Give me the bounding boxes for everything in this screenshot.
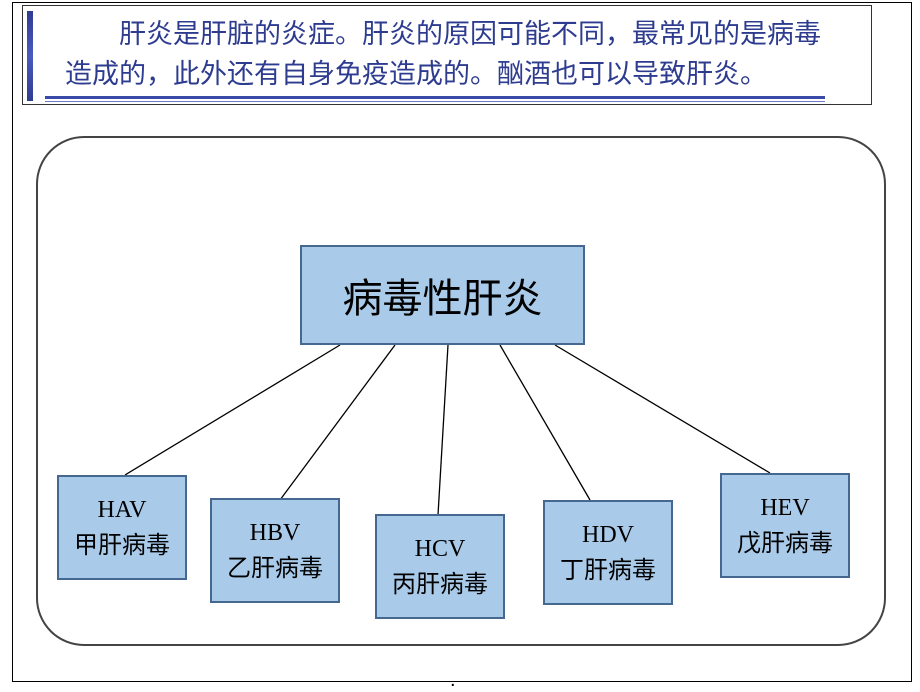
header-accent-bar bbox=[27, 11, 33, 101]
leaf-node-hcv: HCV丙肝病毒 bbox=[375, 514, 505, 619]
header-line-1: 肝炎是肝脏的炎症。肝炎的原因可能不同，最常见的是病毒 bbox=[65, 19, 821, 49]
header-box: 肝炎是肝脏的炎症。肝炎的原因可能不同，最常见的是病毒 造成的，此外还有自身免疫造… bbox=[22, 5, 872, 105]
leaf-code: HBV bbox=[250, 515, 301, 551]
header-underline bbox=[45, 96, 825, 102]
header-text: 肝炎是肝脏的炎症。肝炎的原因可能不同，最常见的是病毒 造成的，此外还有自身免疫造… bbox=[65, 14, 865, 94]
root-node: 病毒性肝炎 bbox=[300, 245, 585, 345]
leaf-node-hdv: HDV丁肝病毒 bbox=[543, 500, 673, 605]
leaf-cn: 乙肝病毒 bbox=[227, 551, 323, 587]
leaf-node-hev: HEV戊肝病毒 bbox=[720, 473, 850, 578]
leaf-node-hav: HAV甲肝病毒 bbox=[57, 475, 187, 580]
leaf-cn: 戊肝病毒 bbox=[737, 526, 833, 562]
leaf-code: HCV bbox=[415, 531, 466, 567]
footer-dot: . bbox=[450, 669, 456, 692]
leaf-cn: 甲肝病毒 bbox=[74, 528, 170, 564]
leaf-code: HEV bbox=[760, 490, 809, 526]
header-line-2: 造成的，此外还有自身免疫造成的。酗酒也可以导致肝炎。 bbox=[65, 59, 767, 89]
leaf-cn: 丁肝病毒 bbox=[560, 553, 656, 589]
root-label: 病毒性肝炎 bbox=[343, 266, 543, 324]
leaf-node-hbv: HBV乙肝病毒 bbox=[210, 498, 340, 603]
leaf-code: HAV bbox=[98, 492, 147, 528]
leaf-code: HDV bbox=[582, 517, 634, 553]
leaf-cn: 丙肝病毒 bbox=[392, 567, 488, 603]
